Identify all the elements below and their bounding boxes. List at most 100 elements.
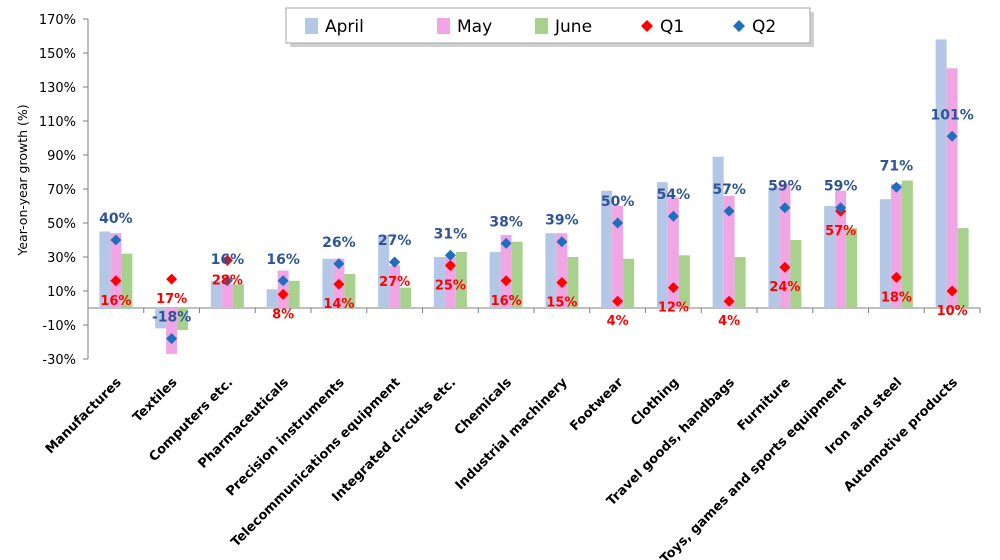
bar-june [734,257,746,308]
legend-label-q2: Q2 [752,17,776,37]
y-tick-label: -10% [42,319,76,334]
category-label: Footwear [567,375,626,434]
marker-q1 [500,275,512,287]
category-label: Automotive products [841,375,961,495]
bar-april [99,231,111,308]
legend: April May June Q1 Q2 [285,7,814,47]
q2-data-label: 59% [768,179,802,195]
bar-june [121,253,133,308]
bar-april [545,233,557,308]
q2-data-label: 16% [266,252,300,268]
q2-data-label: 16% [211,252,245,268]
q1-data-label: 25% [435,279,466,294]
bar-june [846,228,858,308]
q1-data-label: 14% [323,297,354,312]
bar-may [667,197,679,308]
category-label: Toys, games and sports equipment [658,375,850,560]
bar-april [489,251,501,308]
marker-q1 [277,288,289,300]
q1-data-label: 4% [718,314,740,329]
marker-q1 [612,295,624,307]
bar-june [790,240,802,308]
bar-june [567,257,579,308]
bar-june [957,228,969,308]
legend-swatch-april [305,18,318,34]
q2-data-label: 26% [322,235,356,251]
bar-june [511,241,523,308]
bar-april [935,39,947,309]
q1-data-label: 18% [881,290,912,305]
legend-swatch-q2 [733,20,745,32]
marker-q2 [667,210,679,222]
bar-april [433,257,445,308]
q1-data-label: 17% [156,292,187,307]
bar-april [322,258,334,308]
bars [99,39,969,354]
bar-june [623,258,635,308]
bar-may [556,233,568,308]
q1-data-label: 8% [272,307,294,322]
category-label: Industrial machinery [453,375,571,493]
bar-april [656,182,668,308]
marker-q1 [723,295,735,307]
bar-april [712,156,724,308]
bar-may [221,284,233,308]
bar-june [177,308,189,331]
legend-swatch-q1 [641,20,653,32]
y-tick-label: 130% [39,81,76,96]
marker-q2 [221,275,233,287]
marker-q2 [779,202,791,214]
marker-q2 [444,249,456,261]
category-label: Furniture [735,375,794,434]
y-tick-label: 110% [39,115,76,130]
marker-q2 [166,333,178,345]
bar-may [946,68,958,308]
bar-april [879,199,891,308]
q2-data-label: 54% [657,187,691,203]
q2-data-label: -18% [152,310,191,326]
q2-data-label: 59% [824,179,858,195]
y-tick-label: 30% [47,251,76,266]
marker-q1 [333,278,345,290]
marker-q1 [221,254,233,266]
marker-q2 [500,237,512,249]
y-tick-label: 150% [39,47,76,62]
bar-may [890,183,902,308]
q2-data-label: 50% [601,194,635,210]
bar-may [723,195,735,308]
marker-q2 [556,236,568,248]
marker-q2 [277,275,289,287]
bar-april [378,234,390,308]
q1-data-label: 24% [769,280,800,295]
y-tick-label: 70% [47,183,76,198]
marker-q1 [110,275,122,287]
bar-may [110,233,122,308]
legend-label-june: June [554,17,592,37]
marker-q2 [110,234,122,246]
bar-may [835,190,847,308]
marker-q1 [444,260,456,271]
y-tick-label: 10% [47,285,76,300]
bar-may [389,265,401,308]
q2-data-label: 57% [712,182,746,198]
q1-data-label: 4% [607,314,629,329]
data-labels: 40% 16% -18% 17% 16% 28% 16% 8% 26% 14% 27% 27% 31% 2… [99,107,974,329]
marker-q2 [890,181,902,193]
bar-april [266,289,278,308]
category-label: Precision instruments [223,375,347,499]
q1-data-label: 16% [491,294,522,309]
marker-q1 [166,273,178,285]
marker-q1 [946,285,958,297]
bar-april [155,308,167,329]
marker-q2 [389,256,401,268]
bar-may [166,308,178,354]
category-label: Manufactures [43,375,125,457]
bar-june [678,255,690,308]
q1-data-label: 57% [825,224,856,239]
marker-q2 [612,217,624,229]
q2-data-label: 101% [930,107,973,123]
marker-q2 [723,205,735,217]
q1-data-label: 15% [546,296,577,311]
legend-label-april: April [325,17,364,37]
